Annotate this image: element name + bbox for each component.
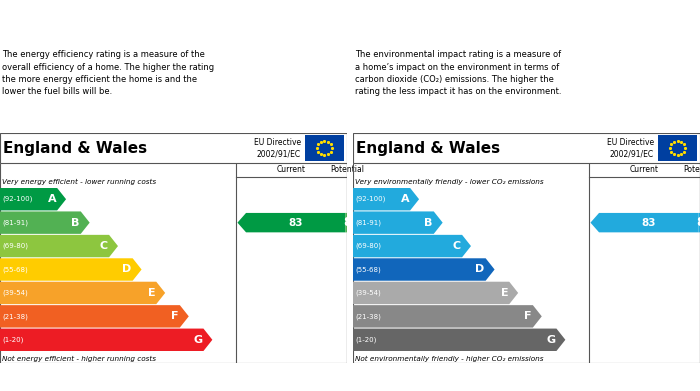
Text: Potential: Potential: [683, 165, 700, 174]
Text: 88: 88: [696, 216, 700, 229]
Polygon shape: [0, 188, 66, 210]
Text: E: E: [148, 288, 155, 298]
Text: F: F: [172, 311, 179, 321]
Polygon shape: [353, 212, 442, 234]
Polygon shape: [0, 258, 141, 281]
Polygon shape: [353, 235, 471, 257]
Text: (1-20): (1-20): [2, 337, 23, 343]
Text: (39-54): (39-54): [2, 290, 28, 296]
Text: B: B: [71, 218, 80, 228]
Text: (81-91): (81-91): [2, 219, 28, 226]
Text: Very energy efficient - lower running costs: Very energy efficient - lower running co…: [2, 179, 156, 185]
Text: Current: Current: [277, 165, 306, 174]
Text: England & Wales: England & Wales: [3, 140, 147, 156]
Text: Very environmentally friendly - lower CO₂ emissions: Very environmentally friendly - lower CO…: [355, 179, 544, 185]
Text: Energy Efficiency Rating: Energy Efficiency Rating: [7, 371, 169, 384]
Text: (55-68): (55-68): [355, 266, 381, 273]
Text: (21-38): (21-38): [2, 313, 28, 319]
Text: A: A: [400, 194, 410, 204]
Polygon shape: [0, 328, 212, 351]
Text: (69-80): (69-80): [355, 243, 381, 249]
Text: Not energy efficient - higher running costs: Not energy efficient - higher running co…: [2, 356, 156, 362]
Polygon shape: [353, 305, 542, 328]
Polygon shape: [0, 235, 118, 257]
Text: C: C: [453, 241, 461, 251]
Text: F: F: [524, 311, 532, 321]
Text: (92-100): (92-100): [2, 196, 32, 203]
Text: 88: 88: [343, 216, 360, 229]
Text: EU Directive
2002/91/EC: EU Directive 2002/91/EC: [254, 138, 301, 158]
Polygon shape: [237, 213, 346, 232]
Text: (39-54): (39-54): [355, 290, 381, 296]
Text: B: B: [424, 218, 433, 228]
Text: (55-68): (55-68): [2, 266, 28, 273]
Text: The energy efficiency rating is a measure of the
overall efficiency of a home. T: The energy efficiency rating is a measur…: [2, 50, 214, 97]
Text: Not environmentally friendly - higher CO₂ emissions: Not environmentally friendly - higher CO…: [355, 356, 543, 362]
Text: D: D: [122, 264, 132, 274]
Polygon shape: [0, 282, 165, 304]
Bar: [305, 135, 344, 161]
Polygon shape: [699, 213, 700, 232]
Polygon shape: [0, 305, 189, 328]
Text: (69-80): (69-80): [2, 243, 28, 249]
Text: EU Directive
2002/91/EC: EU Directive 2002/91/EC: [607, 138, 654, 158]
Text: Environmental Impact (CO₂) Rating: Environmental Impact (CO₂) Rating: [360, 371, 592, 384]
Polygon shape: [346, 213, 357, 232]
Text: A: A: [48, 194, 56, 204]
Text: G: G: [546, 335, 556, 345]
Polygon shape: [353, 282, 518, 304]
Text: E: E: [500, 288, 508, 298]
Text: C: C: [100, 241, 108, 251]
Text: (1-20): (1-20): [355, 337, 377, 343]
Text: (92-100): (92-100): [355, 196, 386, 203]
Text: (21-38): (21-38): [355, 313, 381, 319]
Text: D: D: [475, 264, 484, 274]
Text: 83: 83: [641, 218, 656, 228]
Bar: [658, 135, 697, 161]
Polygon shape: [353, 188, 419, 210]
Polygon shape: [353, 328, 566, 351]
Polygon shape: [0, 212, 90, 234]
Text: The environmental impact rating is a measure of
a home’s impact on the environme: The environmental impact rating is a mea…: [355, 50, 561, 97]
Polygon shape: [591, 213, 699, 232]
Text: England & Wales: England & Wales: [356, 140, 500, 156]
Polygon shape: [353, 258, 495, 281]
Text: Potential: Potential: [330, 165, 364, 174]
Text: 83: 83: [288, 218, 303, 228]
Text: Current: Current: [630, 165, 659, 174]
Text: (81-91): (81-91): [355, 219, 381, 226]
Text: G: G: [193, 335, 202, 345]
